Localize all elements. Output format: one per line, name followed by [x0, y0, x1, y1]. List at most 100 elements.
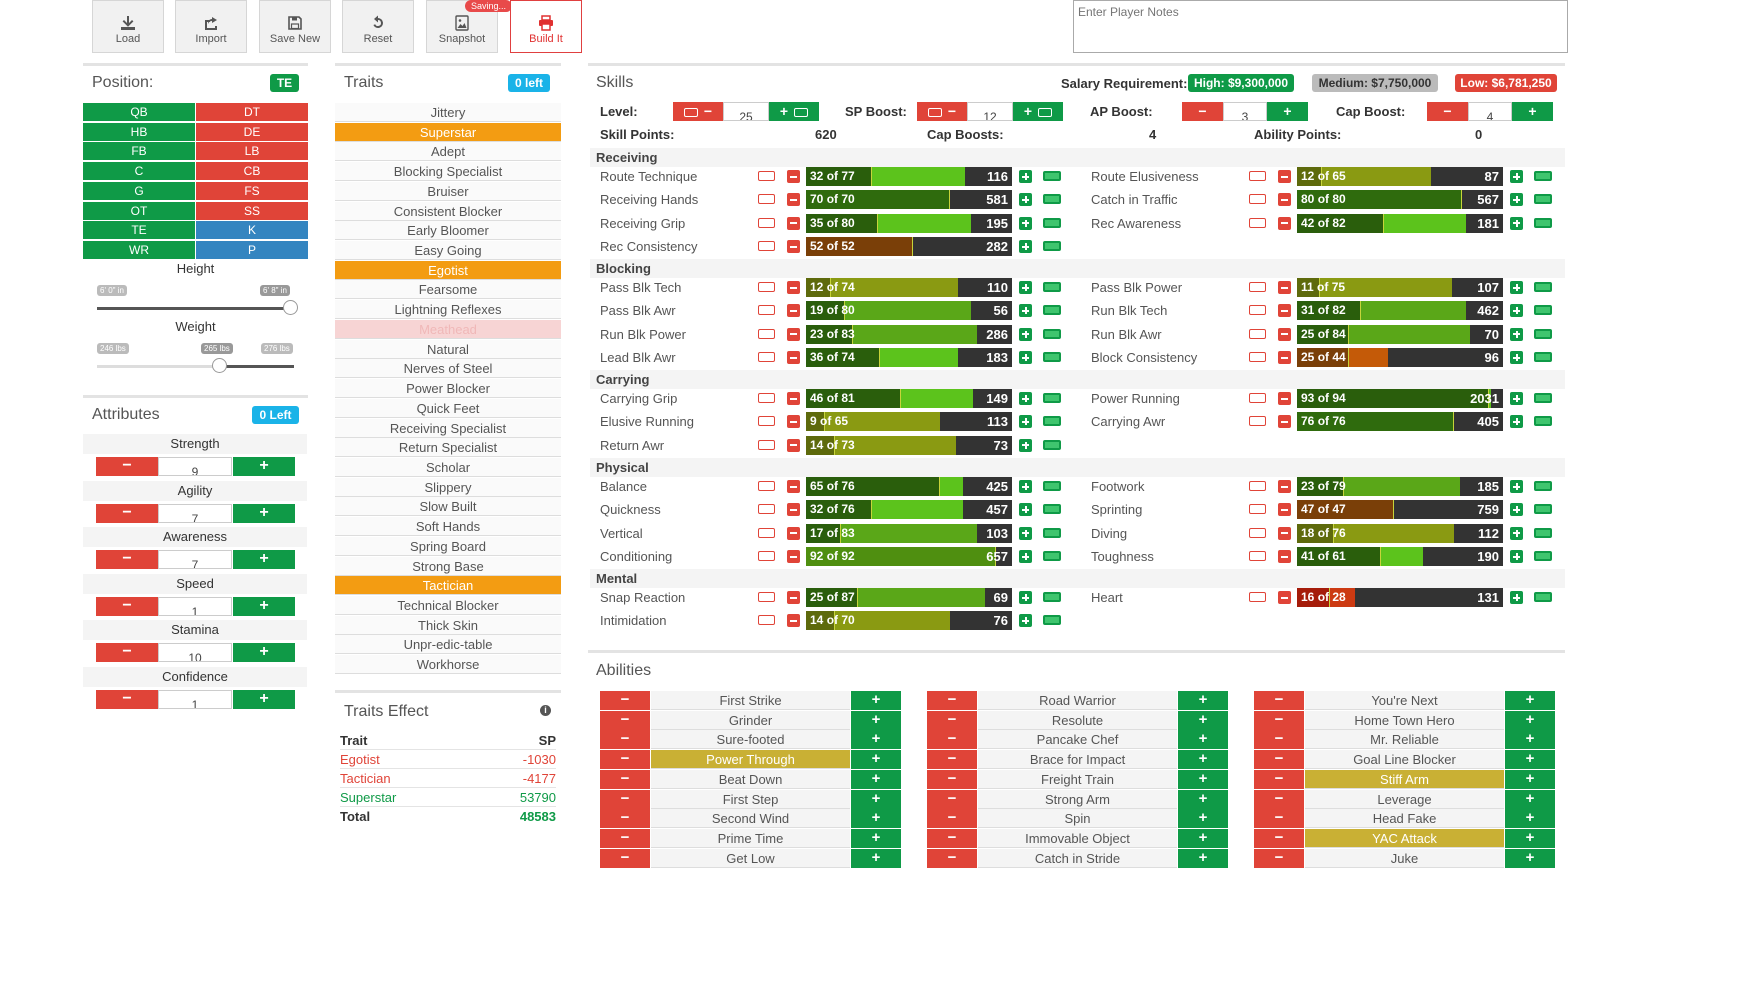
ability-remove-button[interactable]: −: [927, 750, 977, 770]
ability-name[interactable]: Strong Arm: [978, 789, 1177, 809]
ability-remove-button[interactable]: −: [600, 789, 650, 809]
skill-min-button[interactable]: [758, 282, 775, 292]
skill-max-button[interactable]: [1534, 194, 1552, 205]
ability-add-button[interactable]: +: [1505, 789, 1555, 809]
ability-name[interactable]: YAC Attack: [1305, 828, 1504, 848]
skill-decrease-button[interactable]: [787, 281, 800, 294]
position-ot[interactable]: OT: [83, 201, 195, 221]
skill-max-button[interactable]: [1043, 393, 1061, 403]
ability-remove-button[interactable]: −: [600, 848, 650, 868]
skill-min-button[interactable]: [758, 416, 775, 427]
skill-decrease-button[interactable]: [787, 591, 800, 604]
trait-receiving-specialist[interactable]: Receiving Specialist: [335, 418, 561, 438]
trait-blocking-specialist[interactable]: Blocking Specialist: [335, 162, 561, 182]
skill-decrease-button[interactable]: [787, 351, 800, 365]
trait-scholar[interactable]: Scholar: [335, 457, 561, 477]
skill-decrease-button[interactable]: [787, 614, 800, 628]
ability-add-button[interactable]: +: [851, 730, 901, 750]
ability-name[interactable]: Catch in Stride: [978, 848, 1177, 868]
ability-name[interactable]: Leverage: [1305, 789, 1504, 809]
ap-boost-decrease-button[interactable]: −: [1182, 102, 1223, 121]
position-de[interactable]: DE: [196, 122, 308, 142]
skill-min-button[interactable]: [1249, 305, 1266, 316]
skill-min-button[interactable]: [758, 504, 775, 515]
sp-boost-increase-button[interactable]: +: [1013, 102, 1063, 121]
skill-decrease-button[interactable]: [787, 415, 800, 429]
attribute-value[interactable]: 1: [158, 596, 232, 616]
skill-min-button[interactable]: [758, 393, 775, 403]
attribute-decrease-button[interactable]: −: [96, 550, 158, 569]
position-qb[interactable]: QB: [83, 103, 195, 122]
ability-remove-button[interactable]: −: [1254, 789, 1304, 809]
ability-name[interactable]: Second Wind: [651, 809, 850, 829]
ability-name[interactable]: You're Next: [1305, 691, 1504, 710]
attribute-increase-button[interactable]: +: [233, 596, 295, 616]
trait-slow-built[interactable]: Slow Built: [335, 497, 561, 517]
ability-remove-button[interactable]: −: [1254, 809, 1304, 829]
skill-max-button[interactable]: [1534, 328, 1552, 339]
ability-name[interactable]: Immovable Object: [978, 828, 1177, 848]
attribute-increase-button[interactable]: +: [233, 457, 295, 476]
trait-nerves-of-steel[interactable]: Nerves of Steel: [335, 359, 561, 379]
ability-name[interactable]: Home Town Hero: [1305, 710, 1504, 730]
ability-name[interactable]: Sure-footed: [651, 730, 850, 750]
position-hb[interactable]: HB: [83, 122, 195, 142]
ability-add-button[interactable]: +: [1178, 848, 1228, 868]
ability-add-button[interactable]: +: [1178, 710, 1228, 730]
skill-max-button[interactable]: [1043, 504, 1061, 515]
skill-decrease-button[interactable]: [1278, 503, 1291, 517]
skill-min-button[interactable]: [1249, 551, 1266, 562]
ability-name[interactable]: Pancake Chef: [978, 730, 1177, 750]
ability-remove-button[interactable]: −: [927, 769, 977, 789]
attribute-value[interactable]: 7: [158, 550, 232, 569]
weight-slider[interactable]: [97, 365, 294, 368]
skill-min-button[interactable]: [1249, 527, 1266, 538]
ability-name[interactable]: Get Low: [651, 848, 850, 868]
skill-increase-button[interactable]: [1510, 526, 1523, 540]
save-new-button[interactable]: Save New: [259, 0, 331, 53]
trait-return-specialist[interactable]: Return Specialist: [335, 438, 561, 458]
skill-min-button[interactable]: [758, 305, 775, 316]
ability-name[interactable]: Power Through: [651, 750, 850, 770]
trait-natural[interactable]: Natural: [335, 339, 561, 359]
attribute-decrease-button[interactable]: −: [96, 457, 158, 476]
skill-increase-button[interactable]: [1510, 351, 1523, 365]
skill-max-button[interactable]: [1534, 504, 1552, 515]
skill-max-button[interactable]: [1534, 352, 1552, 363]
trait-fearsome[interactable]: Fearsome: [335, 280, 561, 300]
skill-min-button[interactable]: [1249, 328, 1266, 339]
snapshot-button[interactable]: Snapshot Saving...: [426, 0, 513, 53]
skill-increase-button[interactable]: [1019, 170, 1032, 183]
skill-increase-button[interactable]: [1510, 327, 1523, 341]
skill-max-button[interactable]: [1534, 393, 1552, 403]
skill-max-button[interactable]: [1534, 592, 1552, 602]
position-g[interactable]: G: [83, 181, 195, 201]
ability-remove-button[interactable]: −: [1254, 828, 1304, 848]
skill-increase-button[interactable]: [1510, 304, 1523, 318]
ability-name[interactable]: Juke: [1305, 848, 1504, 868]
ability-remove-button[interactable]: −: [600, 691, 650, 710]
ability-add-button[interactable]: +: [1178, 730, 1228, 750]
trait-tactician[interactable]: Tactician: [335, 576, 561, 596]
position-fs[interactable]: FS: [196, 181, 308, 201]
attribute-increase-button[interactable]: +: [233, 689, 295, 709]
position-fb[interactable]: FB: [83, 142, 195, 162]
skill-min-button[interactable]: [758, 217, 775, 228]
skill-min-button[interactable]: [1249, 592, 1266, 602]
ability-name[interactable]: Goal Line Blocker: [1305, 750, 1504, 770]
skill-max-button[interactable]: [1043, 282, 1061, 292]
attribute-value[interactable]: 9: [158, 457, 232, 476]
ability-add-button[interactable]: +: [1505, 848, 1555, 868]
skill-max-button[interactable]: [1534, 171, 1552, 181]
skill-increase-button[interactable]: [1019, 216, 1032, 230]
skill-increase-button[interactable]: [1019, 415, 1032, 429]
skill-increase-button[interactable]: [1510, 170, 1523, 183]
skill-min-button[interactable]: [1249, 171, 1266, 181]
attribute-increase-button[interactable]: +: [233, 503, 295, 523]
trait-easy-going[interactable]: Easy Going: [335, 241, 561, 261]
skill-max-button[interactable]: [1534, 551, 1552, 562]
skill-min-button[interactable]: [1249, 217, 1266, 228]
trait-lightning-reflexes[interactable]: Lightning Reflexes: [335, 300, 561, 320]
ability-add-button[interactable]: +: [1178, 691, 1228, 710]
position-ss[interactable]: SS: [196, 201, 308, 221]
